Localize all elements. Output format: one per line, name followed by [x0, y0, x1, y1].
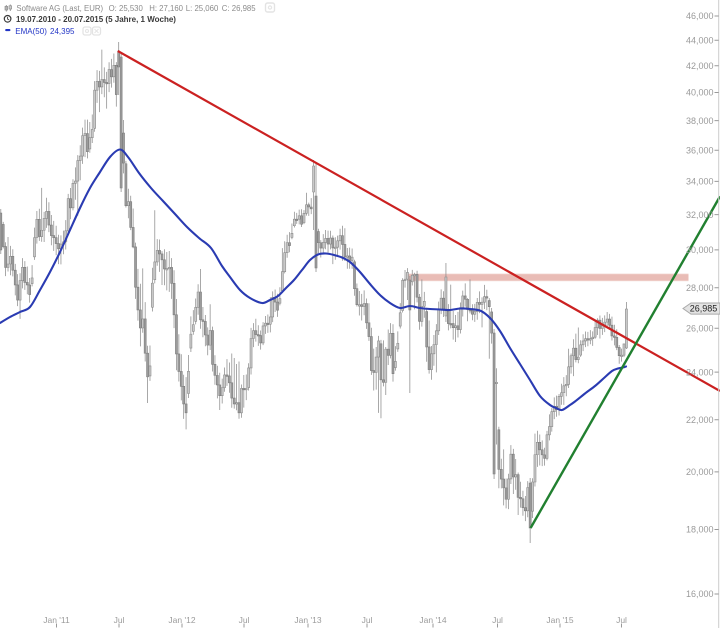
svg-text:Jan '11: Jan '11: [43, 615, 70, 625]
svg-text:22,000: 22,000: [686, 415, 714, 425]
svg-text:32,000: 32,000: [686, 210, 714, 220]
svg-text:16,000: 16,000: [686, 589, 714, 599]
svg-text:Jan '13: Jan '13: [294, 615, 321, 625]
svg-text:EMA(50): EMA(50): [15, 27, 47, 36]
svg-text:O: 25,530: O: 25,530: [109, 4, 144, 13]
svg-text:30,000: 30,000: [686, 245, 714, 255]
svg-text:34,000: 34,000: [686, 177, 714, 187]
svg-text:Jul: Jul: [239, 615, 250, 625]
svg-text:Software AG (Last, EUR): Software AG (Last, EUR): [16, 4, 103, 13]
svg-text:36,000: 36,000: [686, 145, 714, 155]
svg-text:Jul: Jul: [492, 615, 503, 625]
svg-text:18,000: 18,000: [686, 525, 714, 535]
svg-text:Jan '12: Jan '12: [168, 615, 195, 625]
svg-text:Jan '15: Jan '15: [546, 615, 573, 625]
svg-text:C: 26,985: C: 26,985: [222, 4, 256, 13]
svg-text:L: 25,060: L: 25,060: [186, 4, 219, 13]
svg-text:44,000: 44,000: [686, 36, 714, 46]
svg-text:26,000: 26,000: [686, 324, 714, 334]
svg-text:Jan '14: Jan '14: [419, 615, 446, 625]
svg-text:Jul: Jul: [362, 615, 373, 625]
svg-text:19.07.2010 - 20.07.2015 (5 Jah: 19.07.2010 - 20.07.2015 (5 Jahre, 1 Woch…: [16, 15, 176, 24]
svg-text:24,000: 24,000: [686, 367, 714, 377]
svg-text:H: 27,160: H: 27,160: [149, 4, 183, 13]
svg-text:24,395: 24,395: [50, 27, 75, 36]
svg-text:38,000: 38,000: [686, 116, 714, 126]
svg-text:Jul: Jul: [616, 615, 627, 625]
svg-text:46,000: 46,000: [686, 11, 714, 21]
svg-text:42,000: 42,000: [686, 61, 714, 71]
svg-text:20,000: 20,000: [686, 467, 714, 477]
svg-text:40,000: 40,000: [686, 88, 714, 98]
svg-text:Jul: Jul: [114, 615, 125, 625]
svg-text:28,000: 28,000: [686, 283, 714, 293]
svg-text:26,985: 26,985: [690, 304, 718, 314]
